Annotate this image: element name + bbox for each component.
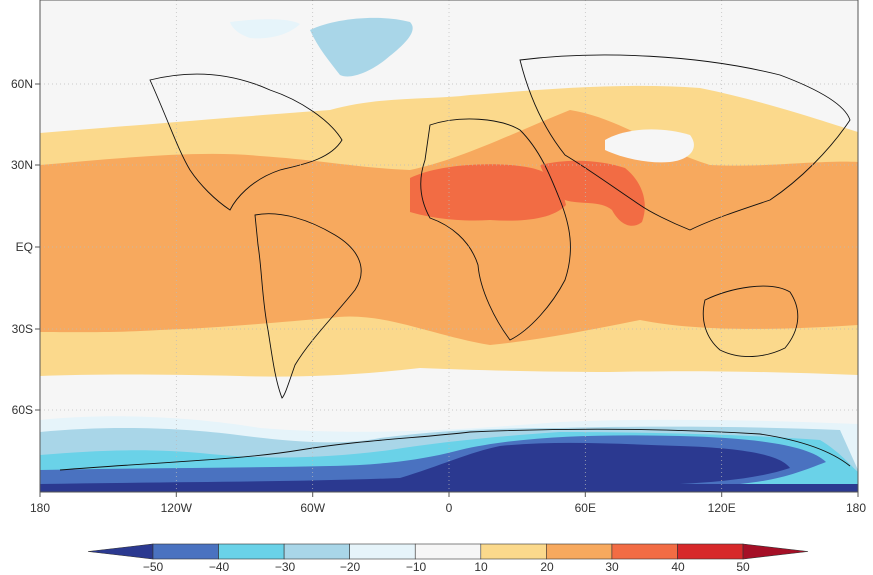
colorbar-swatch bbox=[677, 543, 744, 560]
colorbar-labels: −50 −40 −30 −20 −10 10 20 30 40 50 bbox=[143, 560, 750, 574]
lon-tick-label: 0 bbox=[446, 501, 453, 515]
colorbar-arrow-low bbox=[87, 543, 154, 560]
lon-tick-label: 60E bbox=[575, 501, 596, 515]
colorbar-label: 30 bbox=[605, 560, 619, 574]
colorbar-swatch bbox=[218, 543, 285, 560]
colorbar-swatch bbox=[480, 543, 547, 560]
colorbar-swatch bbox=[152, 543, 219, 560]
lon-tick-label: 180 bbox=[30, 501, 50, 515]
lon-tick-label: 120W bbox=[161, 501, 193, 515]
lat-tick-label: 30N bbox=[11, 158, 33, 172]
colorbar-swatch bbox=[546, 543, 613, 560]
map-panel bbox=[39, 0, 859, 493]
colorbar-label: 50 bbox=[736, 560, 750, 574]
australia-outline bbox=[702, 285, 799, 358]
colorbar-swatch bbox=[414, 543, 482, 560]
colorbar-label: 10 bbox=[474, 560, 488, 574]
lat-tick-label: EQ bbox=[16, 240, 33, 254]
gridlines bbox=[40, 0, 858, 492]
lat-tick-label: 60N bbox=[11, 77, 33, 91]
sahara-hotspot bbox=[410, 164, 566, 221]
greenland-ice bbox=[310, 17, 413, 77]
asia-outline bbox=[519, 54, 851, 231]
antarctica-outline bbox=[59, 428, 851, 471]
north-america-outline bbox=[149, 73, 343, 211]
colorbar-label: 20 bbox=[540, 560, 554, 574]
lat-tick-label: 60S bbox=[12, 403, 33, 417]
lon-tick-label: 180 bbox=[846, 501, 866, 515]
greenland-ice-core bbox=[230, 19, 300, 39]
colorbar-label: −50 bbox=[143, 560, 164, 574]
lon-tick-label: 120E bbox=[708, 501, 736, 515]
europe-africa-outline bbox=[420, 118, 571, 341]
latitude-labels: 60N 30N EQ 30S 60S bbox=[11, 77, 33, 417]
lat-tick-label: 30S bbox=[12, 322, 33, 336]
colorbar-swatch bbox=[283, 543, 350, 560]
antarctic-core bbox=[40, 442, 858, 492]
colorbar-label: −10 bbox=[406, 560, 427, 574]
colorbar: −50 −40 −30 −20 −10 10 20 30 40 50 bbox=[87, 543, 809, 574]
colorbar-label: −40 bbox=[209, 560, 230, 574]
continent-outlines bbox=[59, 54, 851, 471]
colorbar-label: 40 bbox=[671, 560, 685, 574]
lon-tick-label: 60W bbox=[300, 501, 325, 515]
axis-ticks bbox=[35, 83, 859, 497]
colorbar-swatch bbox=[611, 543, 678, 560]
colorbar-arrow-high bbox=[742, 543, 809, 560]
colorbar-label: −20 bbox=[340, 560, 361, 574]
colorbar-swatches bbox=[87, 543, 809, 560]
colorbar-swatch bbox=[349, 543, 416, 560]
colorbar-label: −30 bbox=[275, 560, 296, 574]
tibet-plateau bbox=[605, 129, 694, 163]
longitude-labels: 180 120W 60W 0 60E 120E 180 bbox=[30, 501, 866, 515]
arabia-india-hotspot bbox=[540, 160, 645, 226]
south-america-outline bbox=[254, 213, 362, 399]
